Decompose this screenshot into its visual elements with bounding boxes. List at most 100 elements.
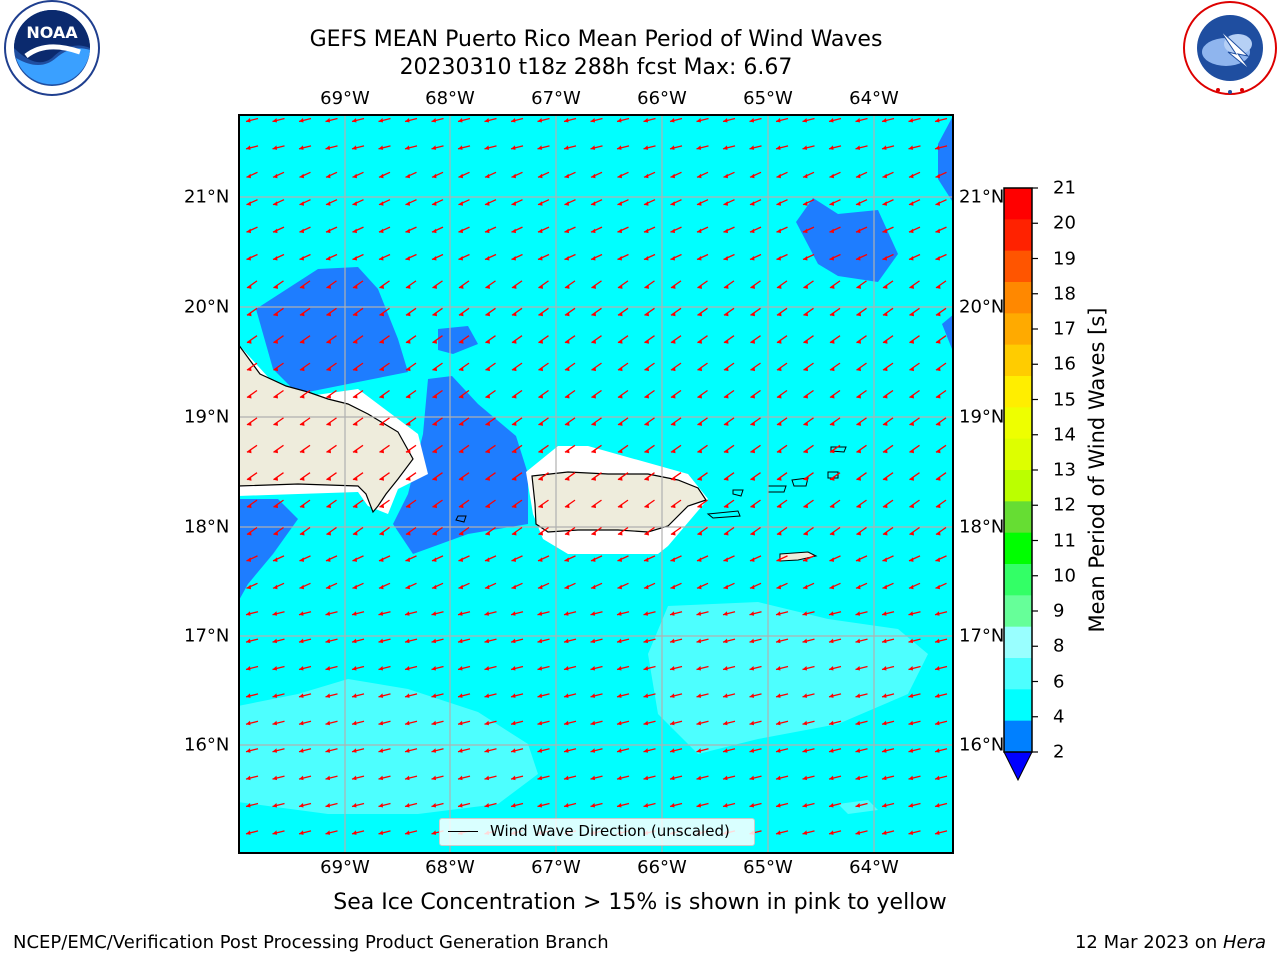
lon-label-bottom: 68°W	[425, 857, 475, 878]
colorbar-tick-label: 16	[1053, 353, 1076, 375]
wind-wave-arrowhead	[883, 531, 888, 536]
wind-wave-arrowhead	[485, 557, 490, 562]
colorbar-tick-label: 18	[1053, 283, 1076, 305]
wind-wave-arrowhead	[538, 476, 543, 481]
wind-wave-arrowhead	[803, 557, 808, 562]
wind-wave-arrowhead	[432, 448, 437, 454]
wind-wave-arrowhead	[830, 311, 835, 317]
wind-wave-arrowhead	[723, 803, 728, 808]
wind-wave-arrowhead	[776, 830, 781, 835]
wind-wave-arrowhead	[802, 803, 807, 808]
wind-wave-arrowhead	[749, 611, 754, 616]
wind-wave-arrowhead	[246, 666, 251, 671]
wind-wave-arrowhead	[749, 775, 754, 781]
colorbar-segment	[1004, 282, 1032, 314]
wind-wave-arrowhead	[935, 666, 940, 671]
wind-wave-arrowhead	[829, 256, 834, 261]
wind-wave-arrowhead	[273, 256, 278, 261]
wind-wave-arrowhead	[935, 720, 940, 726]
wind-wave-arrowhead	[936, 531, 941, 536]
wind-wave-arrowhead	[352, 228, 357, 234]
wind-wave-arrowhead	[538, 173, 543, 179]
colorbar-segment	[1004, 344, 1032, 377]
wind-wave-arrowhead	[353, 284, 358, 289]
wind-wave-arrowhead	[379, 394, 384, 399]
wind-wave-arrowhead	[564, 720, 569, 726]
wind-wave-arrowhead	[882, 666, 887, 671]
wind-wave-arrowhead	[459, 284, 464, 289]
wind-wave-arrowhead	[856, 256, 861, 261]
wind-wave-arrowhead	[855, 145, 860, 150]
wind-wave-arrowhead	[723, 173, 728, 179]
wind-wave-arrowhead	[855, 666, 860, 671]
wind-wave-arrowhead	[564, 557, 569, 562]
colorbar-segment	[1004, 313, 1032, 346]
wind-wave-arrowhead	[246, 228, 251, 234]
wind-wave-arrowhead	[591, 256, 596, 261]
colorbar-segment	[1004, 407, 1032, 440]
map-title: GEFS MEAN Puerto Rico Mean Period of Win…	[309, 27, 883, 52]
wind-wave-arrowhead	[512, 311, 517, 317]
wind-wave-arrowhead	[617, 145, 622, 150]
wind-wave-arrowhead	[352, 803, 357, 808]
wind-wave-arrowhead	[829, 228, 834, 234]
wind-wave-arrowhead	[431, 145, 436, 150]
wind-wave-arrowhead	[326, 476, 331, 481]
wind-wave-arrowhead	[511, 720, 516, 726]
lat-label-right: 19°N	[959, 406, 1005, 428]
wind-wave-arrowhead	[777, 284, 782, 289]
wind-wave-arrowhead	[459, 503, 464, 509]
wind-wave-arrowhead	[459, 476, 464, 481]
wind-wave-arrowhead	[696, 118, 701, 123]
wind-wave-arrowhead	[485, 476, 490, 481]
wind-wave-arrowhead	[378, 720, 383, 726]
wind-wave-arrowhead	[750, 228, 755, 234]
wind-wave-arrowhead	[643, 145, 648, 150]
wind-wave-arrowhead	[909, 366, 914, 372]
lon-label-top: 64°W	[849, 88, 899, 109]
wind-wave-arrowhead	[432, 311, 437, 317]
wind-wave-arrowhead	[564, 173, 569, 179]
wind-wave-arrowhead	[617, 720, 622, 726]
wind-wave-arrowhead	[537, 145, 542, 150]
wind-wave-arrowhead	[882, 145, 887, 150]
wind-wave-arrowhead	[326, 284, 331, 289]
wind-wave-arrowhead	[856, 503, 861, 509]
wind-wave-arrowhead	[485, 228, 490, 234]
wind-wave-arrowhead	[511, 201, 516, 206]
wind-wave-arrowhead	[432, 366, 437, 372]
wind-wave-arrowhead	[856, 448, 861, 454]
wind-wave-arrowhead	[246, 775, 251, 781]
wind-wave-arrowhead	[352, 775, 357, 781]
wind-wave-arrowhead	[564, 256, 569, 261]
wind-wave-arrowhead	[697, 476, 702, 481]
wind-wave-arrowhead	[352, 201, 357, 206]
wind-wave-arrowhead	[696, 775, 701, 781]
wind-wave-arrowhead	[273, 339, 278, 344]
wind-wave-arrowhead	[272, 775, 277, 781]
wind-wave-arrowhead	[935, 693, 940, 698]
wind-wave-arrowhead	[644, 311, 649, 317]
wind-wave-arrowhead	[882, 830, 887, 835]
wind-wave-arrowhead	[432, 476, 437, 481]
wind-wave-arrowhead	[618, 394, 623, 399]
wind-wave-arrowhead	[855, 803, 860, 808]
wind-wave-arrowhead	[882, 118, 887, 123]
wind-wave-arrowhead	[564, 201, 569, 206]
wind-wave-arrowhead	[935, 611, 940, 616]
wind-wave-arrowhead	[776, 256, 781, 261]
wind-wave-arrowhead	[458, 666, 463, 671]
wind-wave-arrowhead	[724, 421, 729, 426]
wind-wave-arrowhead	[935, 803, 940, 808]
wind-wave-arrowhead	[405, 145, 410, 150]
wind-wave-arrowhead	[671, 394, 676, 399]
wind-wave-arrowhead	[432, 201, 437, 206]
wind-wave-arrowhead	[325, 720, 330, 726]
lat-label-left: 21°N	[184, 186, 230, 208]
wind-wave-arrowhead	[750, 366, 755, 372]
wind-wave-arrowhead	[749, 803, 754, 808]
colorbar-tick-label: 21	[1053, 177, 1076, 199]
wind-wave-arrowhead	[326, 366, 331, 372]
wind-wave-arrowhead	[299, 118, 304, 123]
wind-wave-arrowhead	[829, 638, 834, 644]
